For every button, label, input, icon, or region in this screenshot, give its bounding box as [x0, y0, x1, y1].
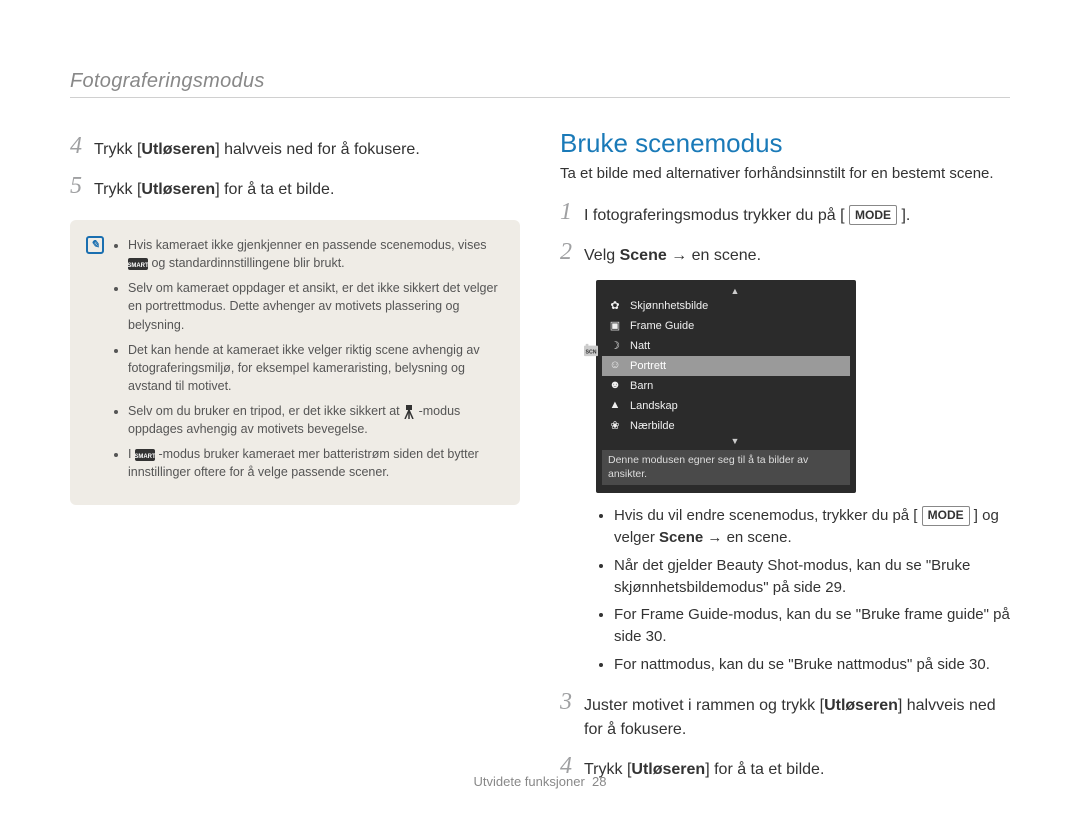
svg-text:SMART: SMART	[135, 454, 155, 460]
svg-text:SCN: SCN	[585, 350, 596, 356]
note-item: Hvis kameraet ikke gjenkjenner en passen…	[128, 236, 502, 272]
step-1-right: 1 I fotograferingsmodus trykker du på [ …	[560, 200, 1010, 228]
step-number: 4	[70, 134, 82, 162]
text: Hvis du vil endre scenemodus, trykker du…	[614, 507, 922, 524]
text: Hvis kameraet ikke gjenkjenner en passen…	[128, 238, 487, 252]
note-box: ✎ Hvis kameraet ikke gjenkjenner en pass…	[70, 220, 520, 505]
child-icon: ☻	[608, 379, 622, 393]
step-4-left: 4 Trykk [Utløseren] halvveis ned for å f…	[70, 134, 520, 162]
bullet-item: Når det gjelder Beauty Shot-modus, kan d…	[614, 555, 1010, 599]
scene-item[interactable]: ▣ Frame Guide	[602, 316, 850, 336]
portrait-icon: ☺	[608, 359, 622, 373]
scene-item[interactable]: ✿ Skjønnhetsbilde	[602, 296, 850, 316]
step-2-right: 2 Velg Scene → en scene.	[560, 240, 1010, 268]
step-text: Juster motivet i rammen og trykk [Utløse…	[584, 690, 1010, 742]
step-5-left: 5 Trykk [Utløseren] for å ta et bilde.	[70, 174, 520, 202]
scene-label: Barn	[630, 380, 653, 392]
scene-item[interactable]: ❀ Nærbilde	[602, 416, 850, 436]
step-3-right: 3 Juster motivet i rammen og trykk [Utlø…	[560, 690, 1010, 742]
mode-key: MODE	[849, 205, 897, 225]
step-text: Velg Scene → en scene.	[584, 240, 761, 268]
text: I fotograferingsmodus trykker du på [	[584, 207, 849, 224]
scene-label: Frame Guide	[630, 320, 694, 332]
footer-label: Utvidete funksjoner	[474, 774, 585, 789]
bullet-item: For Frame Guide-modus, kan du se "Bruke …	[614, 604, 1010, 648]
text: I	[128, 447, 135, 461]
text-bold: Utløseren	[824, 697, 898, 714]
text: → en scene.	[667, 247, 761, 264]
scene-label: Skjønnhetsbilde	[630, 300, 708, 312]
text: → en scene.	[703, 529, 791, 546]
text-bold: Utløseren	[141, 181, 215, 198]
arrow-down-icon: ▼	[620, 436, 850, 446]
bullet-item: Hvis du vil endre scenemodus, trykker du…	[614, 505, 1010, 549]
text-bold: Scene	[620, 247, 667, 264]
section-subtitle: Ta et bilde med alternativer forhåndsinn…	[560, 165, 1010, 182]
scene-item-selected[interactable]: ☺ Portrett	[602, 356, 850, 376]
bullet-item: For nattmodus, kan du se "Bruke nattmodu…	[614, 654, 1010, 676]
scene-label: Landskap	[630, 400, 678, 412]
step-number: 5	[70, 174, 82, 202]
step-text: I fotograferingsmodus trykker du på [ MO…	[584, 200, 910, 228]
scene-item[interactable]: ☽ Natt	[602, 336, 850, 356]
night-icon: ☽	[608, 339, 622, 353]
note-item: Selv om kameraet oppdager et ansikt, er …	[128, 279, 502, 333]
step-number: 3	[560, 690, 572, 742]
beauty-icon: ✿	[608, 299, 622, 313]
arrow-up-icon: ▲	[620, 286, 850, 296]
text: Trykk [	[94, 141, 141, 158]
scene-label: Natt	[630, 340, 650, 352]
note-item: Selv om du bruker en tripod, er det ikke…	[128, 402, 502, 438]
text: Velg	[584, 247, 620, 264]
step-text: Trykk [Utløseren] halvveis ned for å fok…	[94, 134, 420, 162]
note-item: Det kan hende at kameraet ikke velger ri…	[128, 341, 502, 395]
note-list: Hvis kameraet ikke gjenkjenner en passen…	[116, 236, 502, 489]
smart-icon: SMART	[128, 258, 148, 270]
scene-item[interactable]: ▲ Landskap	[602, 396, 850, 416]
info-bullets: Hvis du vil endre scenemodus, trykker du…	[596, 505, 1010, 675]
text: Selv om du bruker en tripod, er det ikke…	[128, 404, 403, 418]
footer-page: 28	[592, 774, 606, 789]
note-item: I SMART -modus bruker kameraet mer batte…	[128, 445, 502, 481]
section-title: Bruke scenemodus	[560, 128, 1010, 159]
svg-text:SMART: SMART	[128, 263, 148, 269]
scene-description: Denne modusen egner seg til å ta bilder …	[602, 450, 850, 485]
note-icon: ✎	[86, 236, 104, 254]
frame-icon: ▣	[608, 319, 622, 333]
text-bold: Scene	[659, 529, 703, 546]
text: ].	[897, 207, 910, 224]
page-footer: Utvidete funksjoner 28	[0, 774, 1080, 789]
scene-item[interactable]: ☻ Barn	[602, 376, 850, 396]
text: ] for å ta et bilde.	[215, 181, 334, 198]
left-column: 4 Trykk [Utløseren] halvveis ned for å f…	[70, 128, 520, 794]
step-number: 1	[560, 200, 572, 228]
macro-icon: ❀	[608, 419, 622, 433]
text: Trykk [	[94, 181, 141, 198]
text: Juster motivet i rammen og trykk [	[584, 697, 824, 714]
step-number: 2	[560, 240, 572, 268]
text-bold: Utløseren	[141, 141, 215, 158]
scene-label: Nærbilde	[630, 420, 675, 432]
text: ] halvveis ned for å fokusere.	[215, 141, 420, 158]
scn-icon: SCN	[584, 340, 598, 360]
text: og standardinnstillingene blir brukt.	[151, 256, 344, 270]
page-header: Fotograferingsmodus	[70, 70, 1010, 98]
smart-icon: SMART	[135, 449, 155, 461]
step-text: Trykk [Utløseren] for å ta et bilde.	[94, 174, 334, 202]
camera-screen: SCN ▲ ✿Skjønnhetsbilde ▣Frame Guide ☽Nat…	[596, 280, 856, 493]
tripod-icon	[403, 405, 415, 419]
mode-key: MODE	[922, 506, 970, 525]
scene-label: Portrett	[630, 360, 666, 372]
right-column: Bruke scenemodus Ta et bilde med alterna…	[560, 128, 1010, 794]
landscape-icon: ▲	[608, 399, 622, 413]
text: -modus bruker kameraet mer batteristrøm …	[128, 447, 479, 479]
